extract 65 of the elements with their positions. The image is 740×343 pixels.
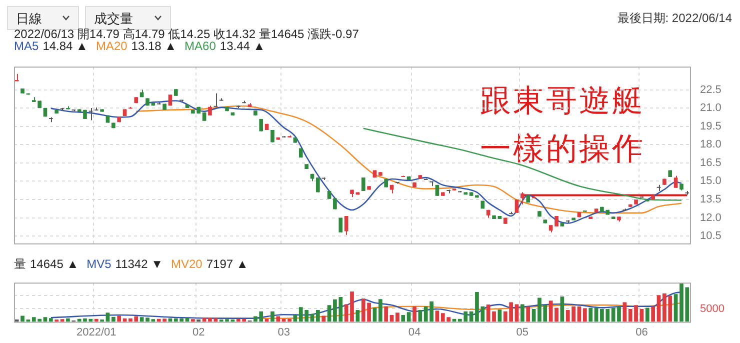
y-tick-label: 13.5 (700, 194, 722, 206)
text: MA5 (14, 39, 39, 53)
bar (526, 306, 530, 322)
bar (588, 308, 593, 322)
chart-title: 最後日期: 2022/06/14 (617, 10, 732, 27)
bar (594, 308, 598, 322)
x-tick-label: 03 (278, 326, 290, 338)
bar (622, 302, 627, 322)
bar (582, 308, 587, 322)
y-tick-label: 22.5 (700, 84, 722, 96)
text: 量 (14, 257, 26, 271)
bar (270, 311, 274, 322)
x-tick-label: 04 (408, 326, 421, 338)
bar (48, 318, 53, 322)
bar (111, 316, 116, 322)
y-tick-label: 18.0 (700, 138, 722, 151)
x-tick-label: 05 (516, 326, 529, 338)
bar (191, 319, 195, 322)
bar (396, 312, 400, 322)
y-tick-label: 21.0 (700, 102, 722, 114)
candlestick (66, 106, 70, 110)
y-tick-label: 10.5 (700, 230, 722, 242)
bar (656, 295, 661, 322)
text: MA60 (184, 39, 216, 53)
text: 11342 ▼ (115, 257, 163, 271)
bar (94, 318, 98, 322)
text: MV5 (86, 257, 112, 271)
bar (372, 308, 377, 322)
candlestick (288, 134, 292, 138)
bar (645, 308, 650, 322)
text: MV20 (170, 257, 202, 271)
bar (674, 294, 678, 322)
bar (651, 306, 656, 322)
y-tick-label: 15.0 (700, 175, 722, 188)
x-tick-label: 02 (192, 326, 205, 338)
bar (418, 310, 422, 322)
line-series (362, 128, 682, 201)
bar (611, 308, 616, 322)
bar (520, 304, 524, 322)
bar (322, 316, 326, 322)
text: 14.84 ▲ (42, 39, 88, 53)
dropdown: 日線 (7, 6, 79, 30)
text: 14645 ▲ (30, 257, 79, 271)
bar (401, 315, 406, 322)
y-tick-label: 5000 (700, 302, 724, 315)
y-tick-label: 12.0 (700, 212, 722, 224)
text: MA20 (96, 39, 128, 53)
text: 7197 ▲ (206, 257, 248, 271)
bar (412, 306, 416, 322)
bar (378, 299, 382, 322)
bar (356, 310, 360, 322)
bar (117, 316, 122, 322)
text: 13.44 ▲ (220, 39, 266, 53)
bar (66, 318, 70, 322)
x-tick-label: 2022/01 (76, 326, 116, 338)
y-tick-label: 16.5 (700, 156, 722, 169)
bar (384, 306, 388, 322)
text: 13.18 ▲ (131, 39, 177, 53)
x-tick-label: 06 (636, 326, 648, 338)
y-tick-label: 19.5 (700, 120, 722, 132)
bar (316, 310, 320, 322)
bar (20, 316, 24, 322)
bar (327, 305, 332, 322)
bar (617, 306, 621, 322)
bar (276, 316, 280, 322)
